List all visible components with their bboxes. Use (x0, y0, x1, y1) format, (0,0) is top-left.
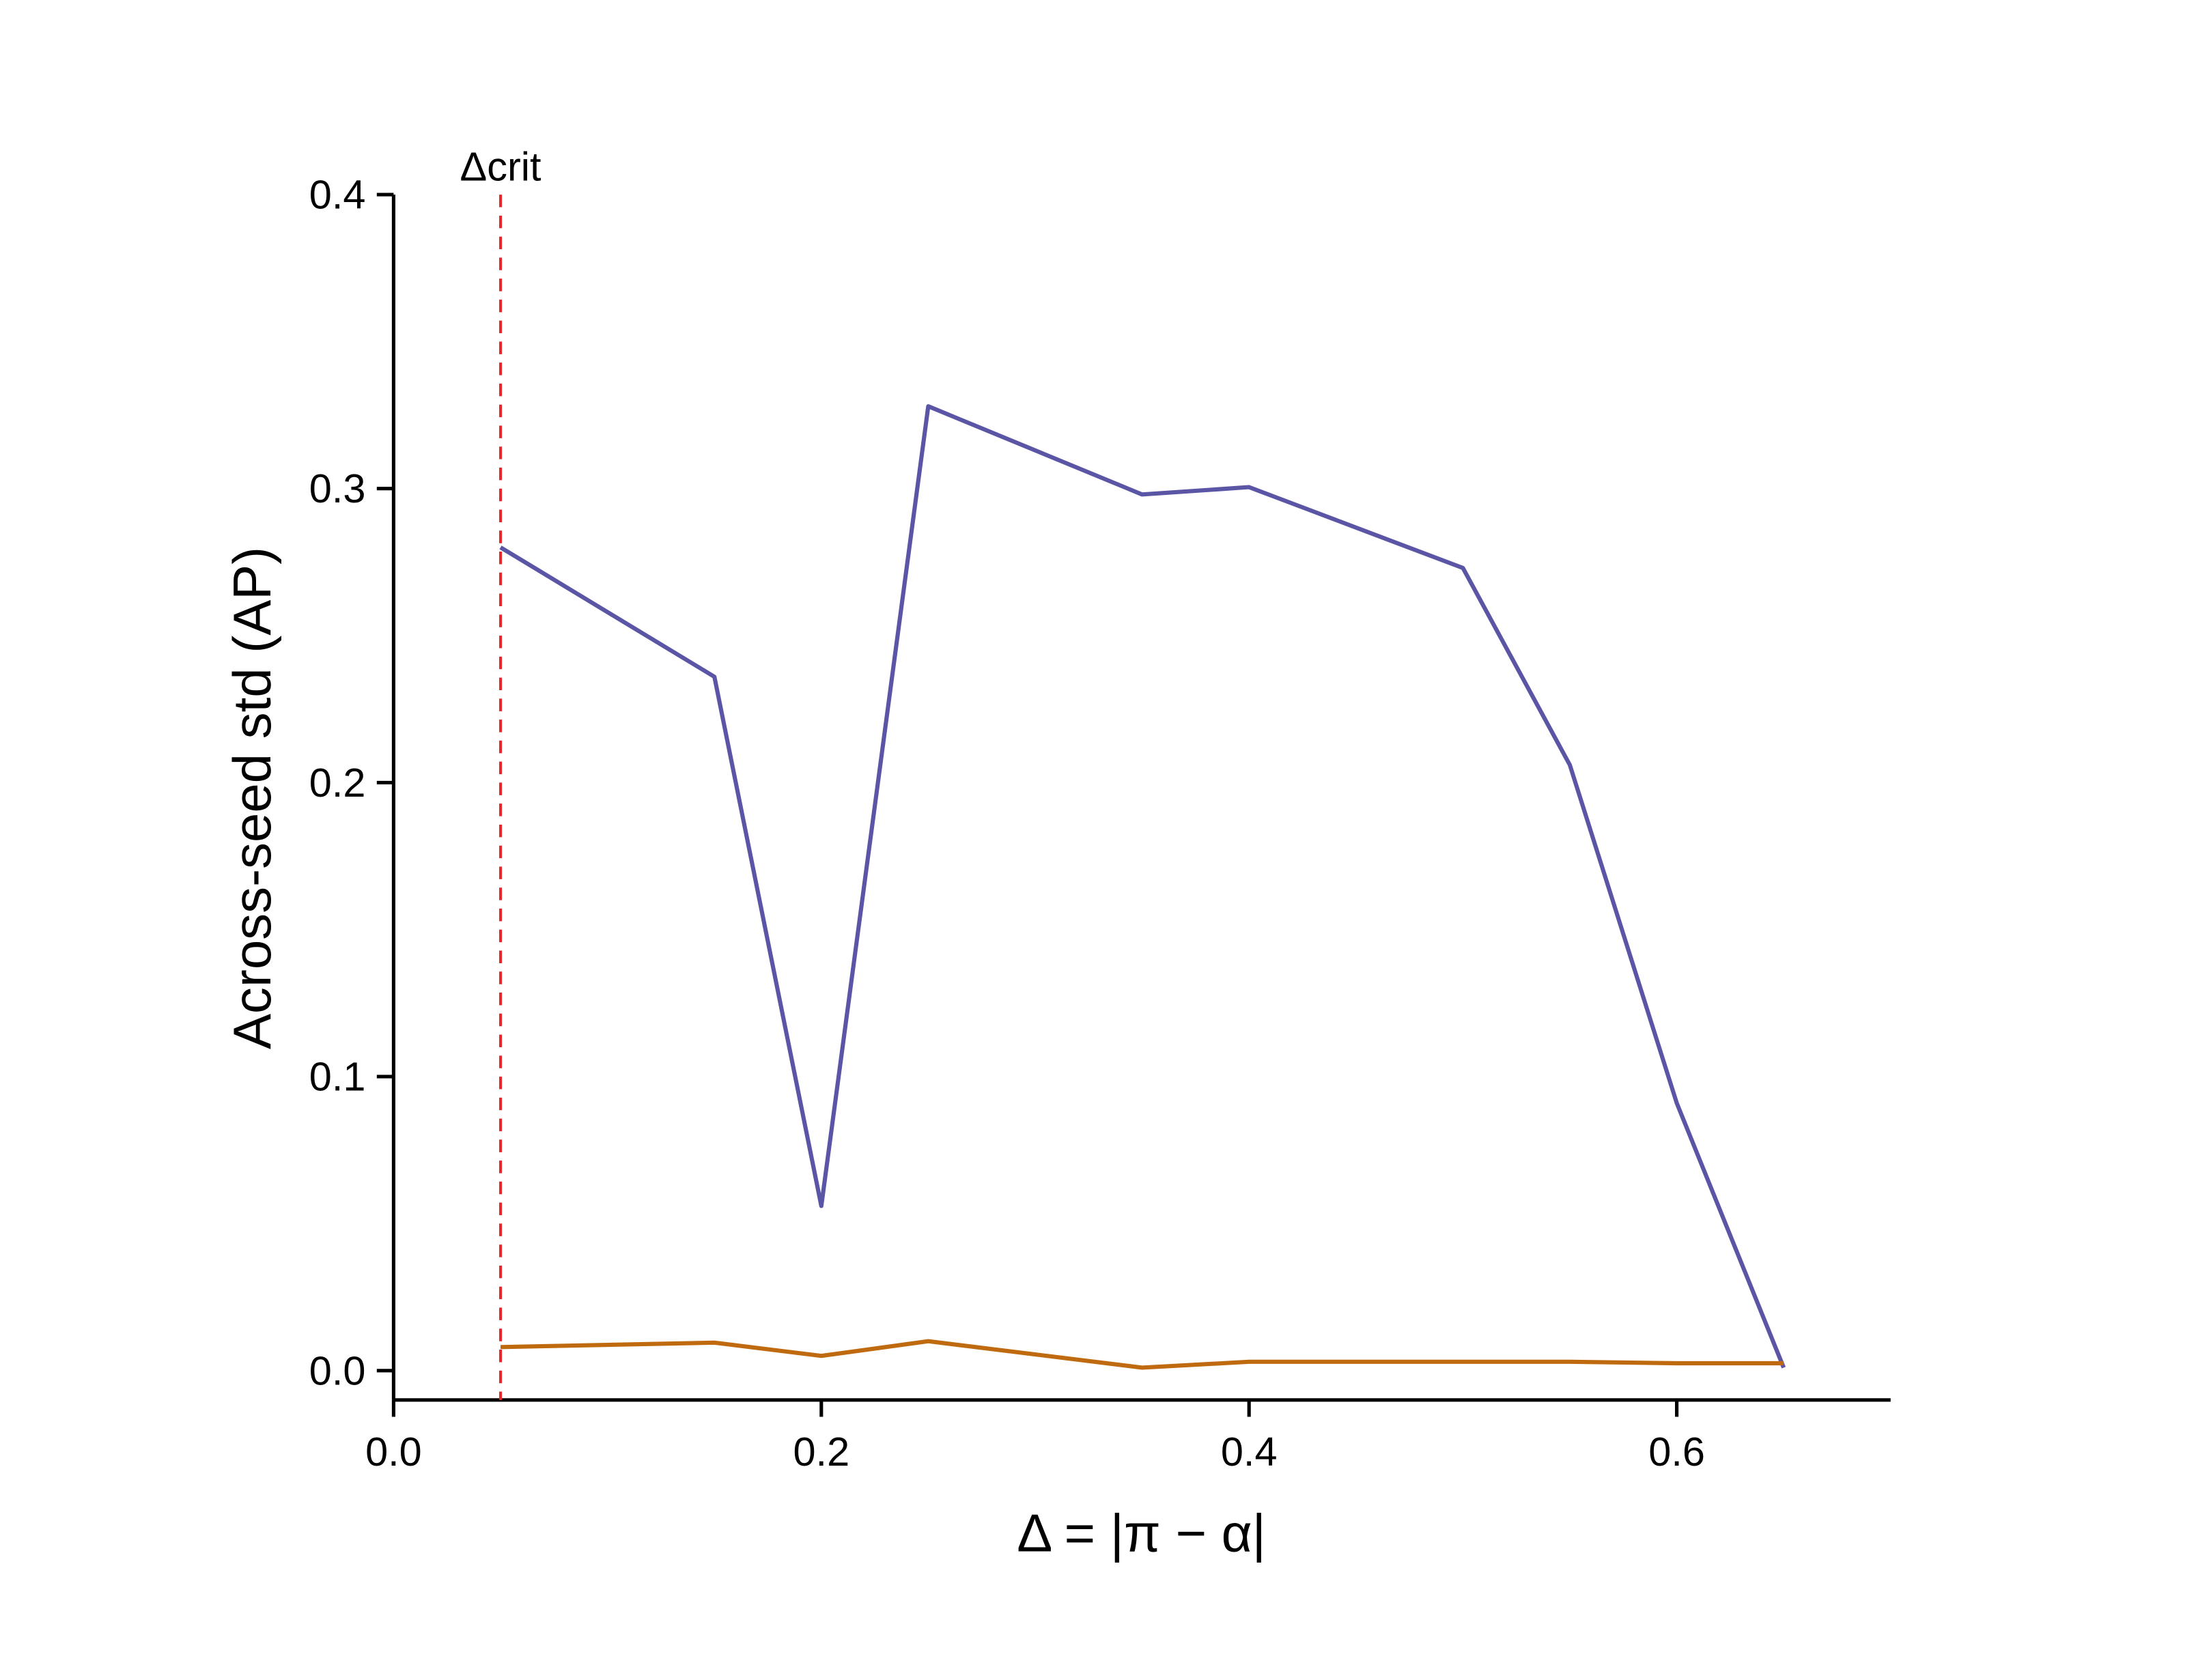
x-tick-label: 0.6 (1648, 1429, 1705, 1475)
x-axis-label: Δ = |π − α| (1017, 1503, 1266, 1563)
x-tick-label: 0.0 (365, 1429, 422, 1475)
y-tick-label: 0.0 (309, 1348, 366, 1393)
y-tick-label: 0.3 (309, 466, 366, 511)
y-tick-label: 0.4 (309, 172, 366, 218)
critical-label: Δcrit (460, 144, 541, 190)
y-axis-label: Across-seed std (AP) (222, 547, 282, 1049)
series-line (499, 404, 1786, 1369)
series-line (500, 1339, 1784, 1370)
y-tick-label: 0.2 (309, 760, 366, 806)
x-tick-label: 0.2 (793, 1429, 849, 1475)
y-tick-label: 0.1 (309, 1054, 366, 1100)
x-tick-label: 0.4 (1221, 1429, 1278, 1475)
